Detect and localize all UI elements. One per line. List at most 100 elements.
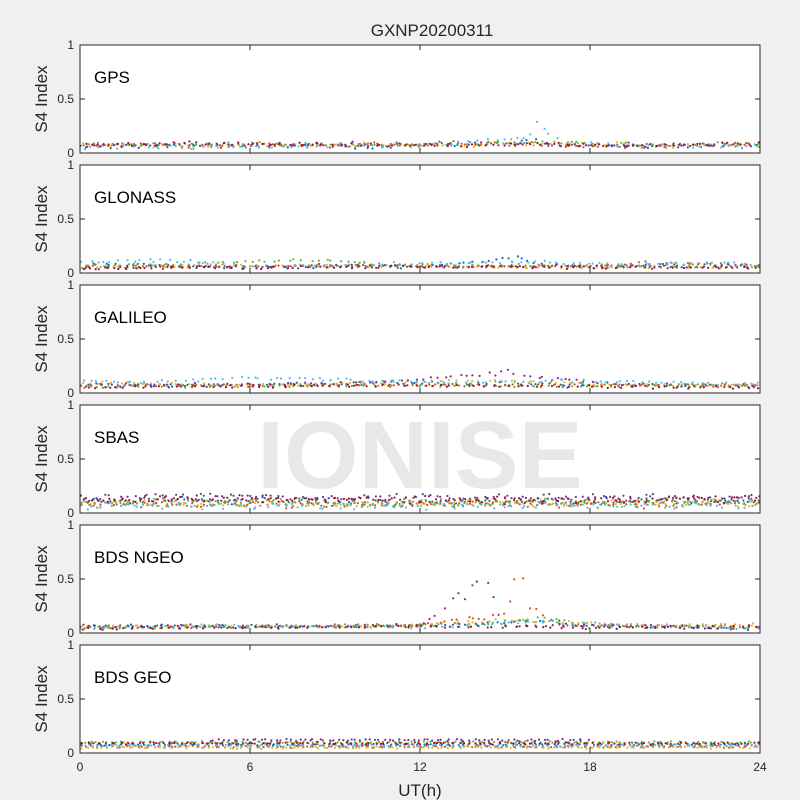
data-point: [576, 142, 579, 145]
data-point: [416, 266, 419, 269]
data-point: [83, 386, 86, 389]
data-point: [207, 500, 210, 503]
data-point: [398, 502, 401, 506]
data-point: [500, 623, 503, 626]
data-point: [209, 492, 212, 495]
data-point: [504, 380, 507, 383]
data-point: [301, 741, 304, 745]
data-point: [454, 264, 457, 267]
data-point: [725, 502, 728, 505]
data-point: [529, 380, 532, 383]
data-point: [723, 383, 726, 386]
data-point: [513, 379, 516, 382]
data-point: [549, 142, 552, 145]
data-point: [181, 742, 184, 745]
data-point: [520, 741, 523, 744]
data-point: [283, 265, 286, 268]
data-point: [737, 744, 740, 748]
data-point: [467, 622, 470, 626]
data-point: [115, 744, 118, 747]
data-point: [560, 142, 563, 145]
data-point: [434, 383, 437, 386]
data-point: [113, 498, 116, 502]
data-point: [296, 506, 299, 509]
data-point: [333, 266, 336, 269]
data-point: [329, 379, 332, 382]
data-point: [209, 500, 212, 503]
data-point: [141, 265, 144, 268]
data-point: [514, 741, 518, 744]
data-point: [510, 138, 513, 141]
data-point: [581, 503, 584, 506]
data-point: [389, 264, 393, 268]
data-point: [308, 142, 311, 146]
data-point: [714, 265, 717, 268]
data-point: [683, 382, 686, 385]
data-point: [278, 383, 281, 386]
data-point: [166, 265, 169, 269]
data-point: [496, 141, 499, 144]
data-point: [535, 120, 539, 123]
data-point: [398, 504, 401, 507]
data-point: [436, 502, 439, 505]
data-point: [296, 746, 300, 749]
data-point: [341, 625, 344, 628]
data-point: [408, 265, 411, 268]
data-point: [629, 500, 632, 503]
data-point: [258, 744, 261, 748]
data-point: [246, 382, 250, 385]
data-point: [277, 259, 280, 262]
data-point: [471, 621, 474, 624]
data-point: [566, 141, 570, 144]
data-point: [584, 144, 588, 147]
data-point: [474, 744, 477, 747]
data-point: [260, 738, 264, 741]
data-point: [84, 741, 87, 744]
data-point: [542, 746, 545, 749]
data-point: [541, 743, 544, 746]
data-point: [359, 497, 362, 500]
data-point: [618, 386, 621, 389]
data-point: [340, 260, 343, 263]
data-point: [333, 746, 336, 749]
data-point: [670, 500, 674, 503]
data-point: [513, 578, 516, 581]
data-point: [104, 501, 107, 504]
data-point: [471, 260, 474, 263]
data-point: [228, 265, 231, 268]
data-point: [252, 738, 255, 741]
data-point: [493, 141, 496, 144]
data-point: [377, 384, 380, 387]
data-point: [172, 263, 175, 266]
data-point: [555, 618, 558, 621]
data-point: [484, 261, 487, 264]
data-point: [393, 143, 396, 146]
data-point: [256, 142, 259, 146]
data-point: [599, 745, 602, 748]
data-point: [250, 143, 253, 146]
data-point: [645, 493, 648, 496]
data-point: [483, 744, 486, 747]
data-point: [271, 384, 274, 387]
data-point: [632, 379, 635, 383]
data-point: [162, 499, 166, 502]
data-point: [667, 746, 670, 749]
data-point: [245, 499, 248, 502]
data-point: [226, 500, 229, 503]
data-point: [193, 263, 196, 267]
data-point: [287, 384, 290, 387]
data-point: [703, 745, 706, 748]
data-point: [465, 145, 469, 149]
data-point: [117, 267, 120, 271]
data-point: [299, 738, 302, 741]
data-point: [686, 143, 690, 146]
data-point: [155, 385, 158, 388]
data-point: [719, 744, 722, 747]
data-point: [227, 744, 230, 748]
data-point: [138, 741, 142, 745]
data-point: [211, 504, 214, 507]
data-point: [371, 144, 374, 147]
data-point: [201, 262, 204, 265]
data-point: [311, 498, 314, 501]
data-point: [106, 625, 109, 629]
